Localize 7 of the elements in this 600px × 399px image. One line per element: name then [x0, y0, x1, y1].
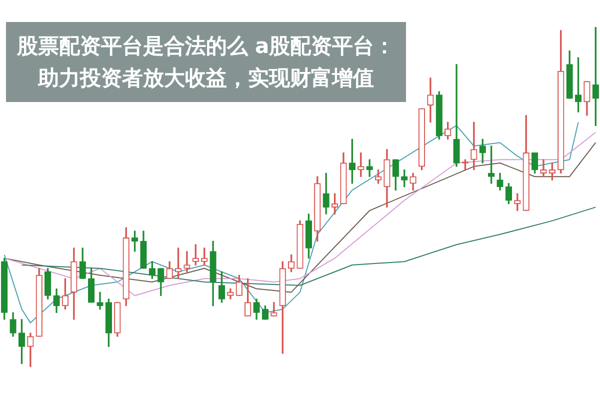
candlestick — [540, 159, 547, 177]
candlestick — [96, 292, 104, 310]
candlestick — [184, 251, 190, 272]
candlestick — [427, 78, 434, 123]
candlestick — [366, 159, 373, 177]
candlestick — [453, 64, 460, 167]
text: 股票配资平台是合法的么 a股配资平台：助力投资者放大收益，实现财富增值 — [6, 22, 406, 102]
